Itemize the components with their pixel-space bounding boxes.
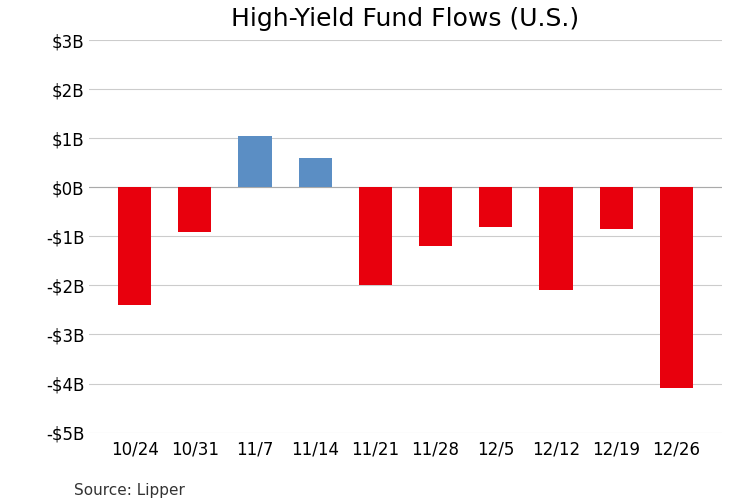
Text: Source: Lipper: Source: Lipper xyxy=(74,483,185,498)
Bar xyxy=(179,187,211,231)
Bar xyxy=(298,158,332,187)
Bar xyxy=(359,187,392,285)
Bar xyxy=(479,187,513,226)
Bar xyxy=(118,187,151,305)
Title: High-Yield Fund Flows (U.S.): High-Yield Fund Flows (U.S.) xyxy=(231,8,580,31)
Bar xyxy=(660,187,693,388)
Bar xyxy=(419,187,452,246)
Bar xyxy=(600,187,632,229)
Bar xyxy=(539,187,573,290)
Bar xyxy=(238,136,272,187)
